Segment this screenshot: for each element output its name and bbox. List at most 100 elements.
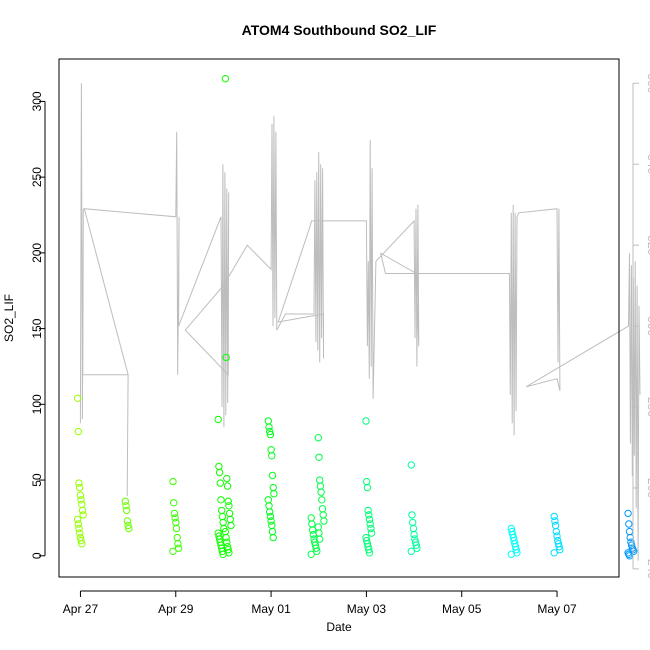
so2-point <box>224 546 232 554</box>
so2-point <box>172 524 181 533</box>
altitude-series <box>79 83 641 561</box>
so2-point <box>123 506 131 515</box>
y-tick-label: 200 <box>30 243 44 263</box>
so2-point <box>552 527 560 536</box>
so2-point <box>269 533 277 542</box>
so2-point <box>556 546 564 554</box>
so2-point <box>223 474 231 483</box>
y-tick-label: 50 <box>30 473 44 487</box>
y2-tick-label: 300 <box>645 316 650 336</box>
so2-point <box>308 526 317 534</box>
so2-point <box>78 540 86 548</box>
so2-point <box>174 544 183 552</box>
so2-point <box>75 524 83 533</box>
so2-point <box>122 502 130 510</box>
so2-point <box>124 521 132 530</box>
so2-point <box>408 511 416 519</box>
so2-point <box>270 490 278 498</box>
so2-point <box>268 471 277 480</box>
so2-point <box>625 520 633 528</box>
so2-point <box>412 541 420 549</box>
so2-point <box>365 515 374 524</box>
so2-point <box>75 479 83 487</box>
so2-point <box>407 547 415 555</box>
so2-point <box>555 543 563 551</box>
so2-point <box>174 540 182 548</box>
so2-point <box>410 530 418 539</box>
so2-point <box>79 511 87 519</box>
x-tick-label: Apr 27 <box>63 602 99 616</box>
so2-point <box>365 546 373 554</box>
so2-point <box>407 461 415 469</box>
so2-point <box>367 529 376 537</box>
y-tick-label: 300 <box>30 91 44 111</box>
so2-point <box>268 452 276 460</box>
so2-point <box>266 430 275 439</box>
axes: Apr 27 Apr 29 May 01 May 03 May 05 May 07 0 50 1… <box>30 73 650 616</box>
so2-point <box>73 515 82 524</box>
y2-tick-label: 240 <box>645 559 650 579</box>
so2-point <box>267 517 275 525</box>
x-tick-label: May 05 <box>442 602 482 616</box>
so2-point <box>222 353 230 362</box>
so2-point <box>223 538 231 546</box>
plot-frame <box>58 58 620 578</box>
so2-point <box>77 536 85 545</box>
y-tick-label: 150 <box>30 318 44 338</box>
so2-point <box>366 520 374 528</box>
so2-point <box>307 550 315 558</box>
so2-point <box>223 482 232 490</box>
so2-point <box>507 550 515 558</box>
y2-tick-label: 260 <box>645 478 650 498</box>
so2-point <box>222 533 230 542</box>
so2-point <box>77 496 85 504</box>
so2-point <box>362 417 370 425</box>
y2-tick-label: 360 <box>645 73 650 93</box>
x-tick-label: May 03 <box>347 602 387 616</box>
so2-point <box>365 549 374 557</box>
x-axis-label: Date <box>326 620 352 634</box>
so2-point <box>364 506 372 515</box>
y-tick-label: 100 <box>30 394 44 414</box>
so2-point <box>313 547 321 555</box>
so2-point <box>170 509 179 518</box>
so2-point <box>266 512 275 521</box>
so2-point <box>216 479 225 487</box>
y-axis-label: SO2_LIF <box>2 294 16 342</box>
so2-point <box>76 529 84 537</box>
so2-series <box>73 75 638 560</box>
so2-point <box>215 468 224 477</box>
so2-point <box>214 415 222 424</box>
chart-title: ATOM4 Southbound SO2_LIF <box>242 22 437 38</box>
so2-point <box>367 524 375 533</box>
so2-point <box>227 521 235 530</box>
so2-point <box>365 511 373 519</box>
so2-point <box>78 506 87 515</box>
so2-point <box>121 497 130 505</box>
so2-point <box>624 509 632 518</box>
y2-tick-label: 280 <box>645 397 650 417</box>
so2-point <box>553 532 561 540</box>
so2-point <box>413 544 421 552</box>
so2-point <box>170 499 178 507</box>
so2-point <box>317 488 325 496</box>
so2-point <box>76 483 84 492</box>
so2-point <box>265 423 273 431</box>
so2-point <box>316 535 324 543</box>
so2-point <box>76 491 85 499</box>
so2-point <box>169 547 177 555</box>
so2-point <box>551 517 559 525</box>
x-tick-label: May 07 <box>537 602 577 616</box>
y2-tick-label: 320 <box>645 235 650 255</box>
altitude-line <box>79 83 641 561</box>
so2-point <box>225 549 233 557</box>
so2-point <box>123 517 132 525</box>
so2-point <box>512 546 520 554</box>
so2-point <box>266 508 274 516</box>
so2-point <box>363 483 372 492</box>
so2-point <box>312 544 320 552</box>
y-tick-label: 0 <box>30 552 44 559</box>
so2-point <box>550 549 558 557</box>
so2-point <box>74 520 83 528</box>
